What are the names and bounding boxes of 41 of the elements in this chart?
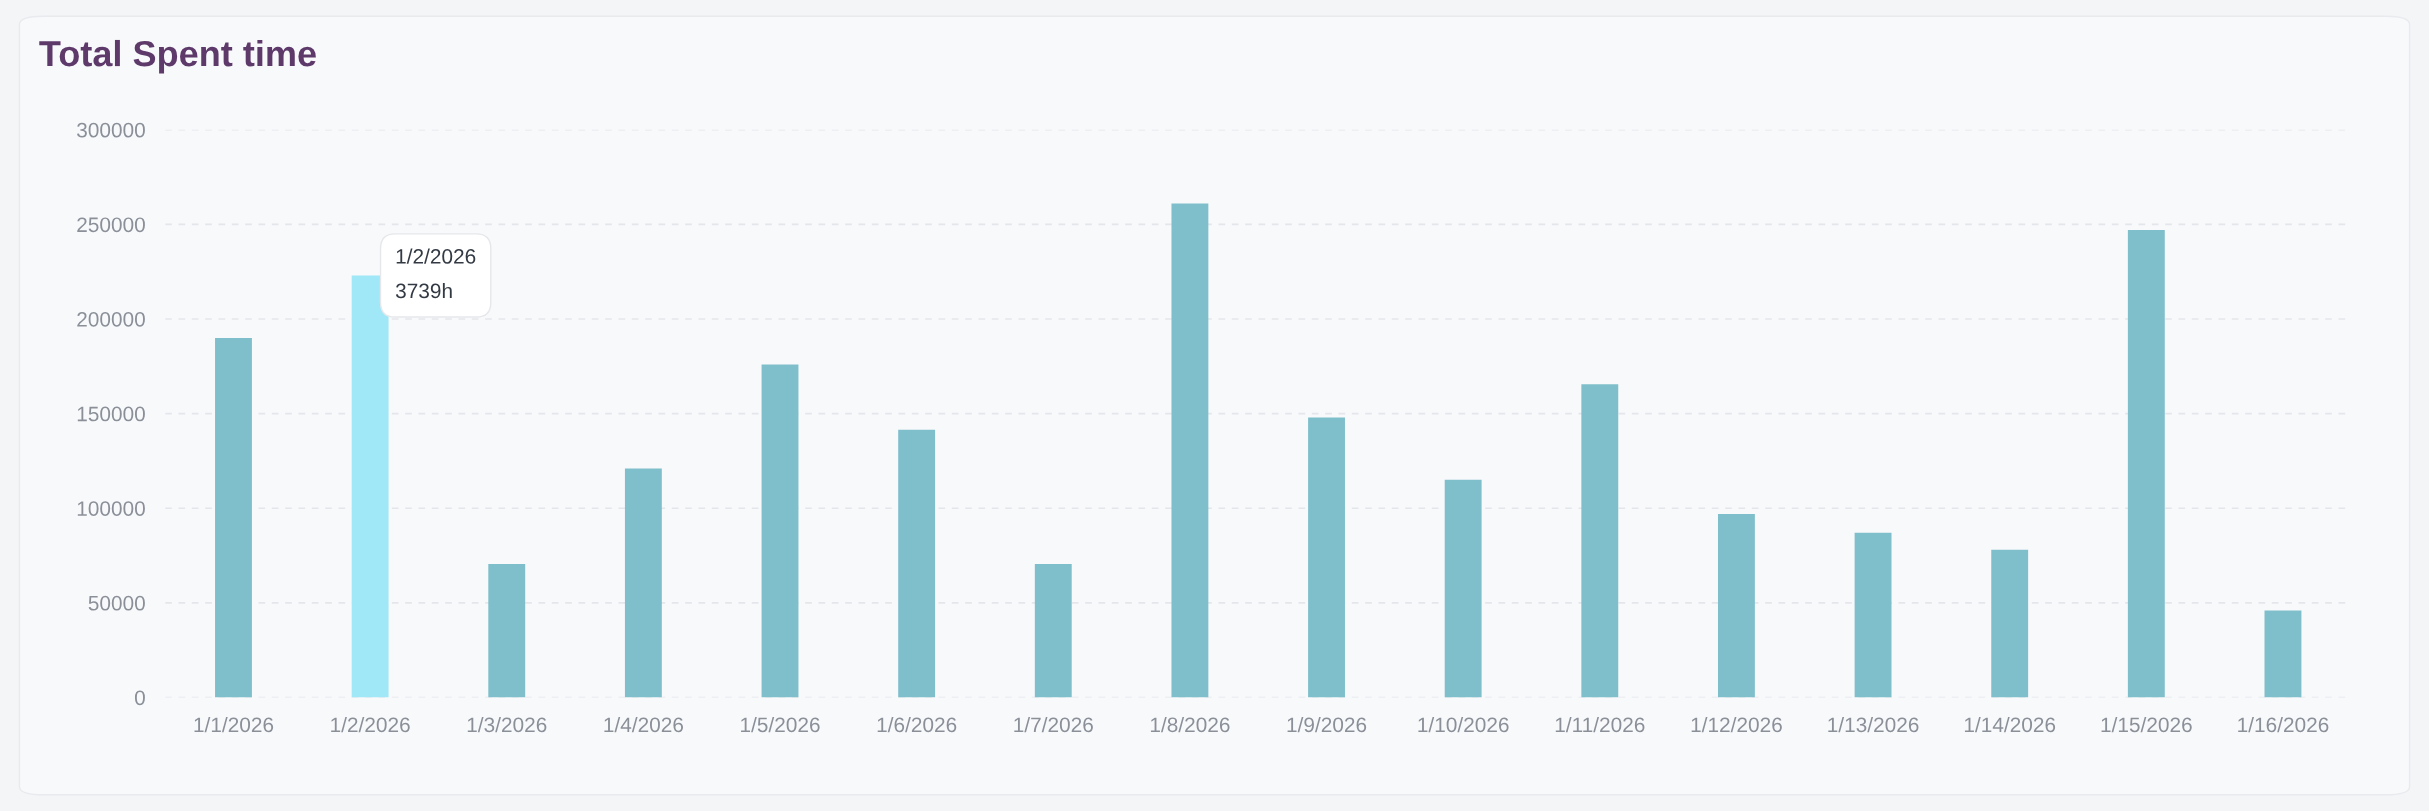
bar	[761, 364, 799, 698]
x-tick-label: 1/8/2026	[1150, 716, 1230, 733]
y-tick-label: 50000	[88, 595, 145, 611]
bar	[1034, 564, 1072, 698]
x-tick-label: 1/12/2026	[1691, 716, 1782, 733]
bar	[351, 275, 389, 698]
bar	[1717, 513, 1755, 698]
y-tick-label: 150000	[77, 406, 145, 422]
bar	[1308, 417, 1345, 698]
x-tick-label: 1/2/2026	[331, 716, 410, 733]
x-tick-label: 1/14/2026	[1964, 716, 2056, 733]
bar	[624, 468, 662, 698]
x-tick-label: 1/15/2026	[2101, 716, 2192, 733]
y-tick-label: 200000	[77, 311, 145, 327]
y-tick-label: 300000	[77, 122, 145, 138]
bar	[215, 337, 252, 698]
y-tick-label: 100000	[77, 501, 145, 516]
x-tick-label: 1/6/2026	[877, 716, 957, 733]
x-tick-label: 1/16/2026	[2238, 716, 2329, 733]
y-tick-label: 250000	[77, 217, 145, 233]
bar	[2264, 610, 2302, 698]
bar	[1171, 203, 1209, 698]
bar	[488, 564, 526, 698]
bar	[1991, 549, 2029, 698]
x-tick-label: 1/5/2026	[741, 716, 820, 733]
bar	[2127, 230, 2165, 698]
x-tick-label: 1/13/2026	[1828, 716, 1919, 733]
chart-title: Total Spent time	[39, 39, 316, 74]
x-tick-label: 1/7/2026	[1014, 716, 1093, 733]
x-tick-label: 1/4/2026	[604, 716, 684, 733]
x-tick-label: 1/1/2026	[194, 716, 274, 733]
x-tick-label: 1/9/2026	[1287, 716, 1367, 733]
bar	[898, 429, 936, 698]
x-tick-label: 1/3/2026	[467, 716, 547, 733]
x-tick-label: 1/11/2026	[1555, 716, 1645, 733]
bar	[1854, 532, 1892, 698]
y-tick-label: 0	[134, 690, 145, 706]
annotation: 1/2/2026 3739h	[395, 248, 476, 299]
bar	[1581, 384, 1619, 698]
bar	[1444, 479, 1482, 698]
x-tick-label: 1/10/2026	[1418, 716, 1509, 733]
